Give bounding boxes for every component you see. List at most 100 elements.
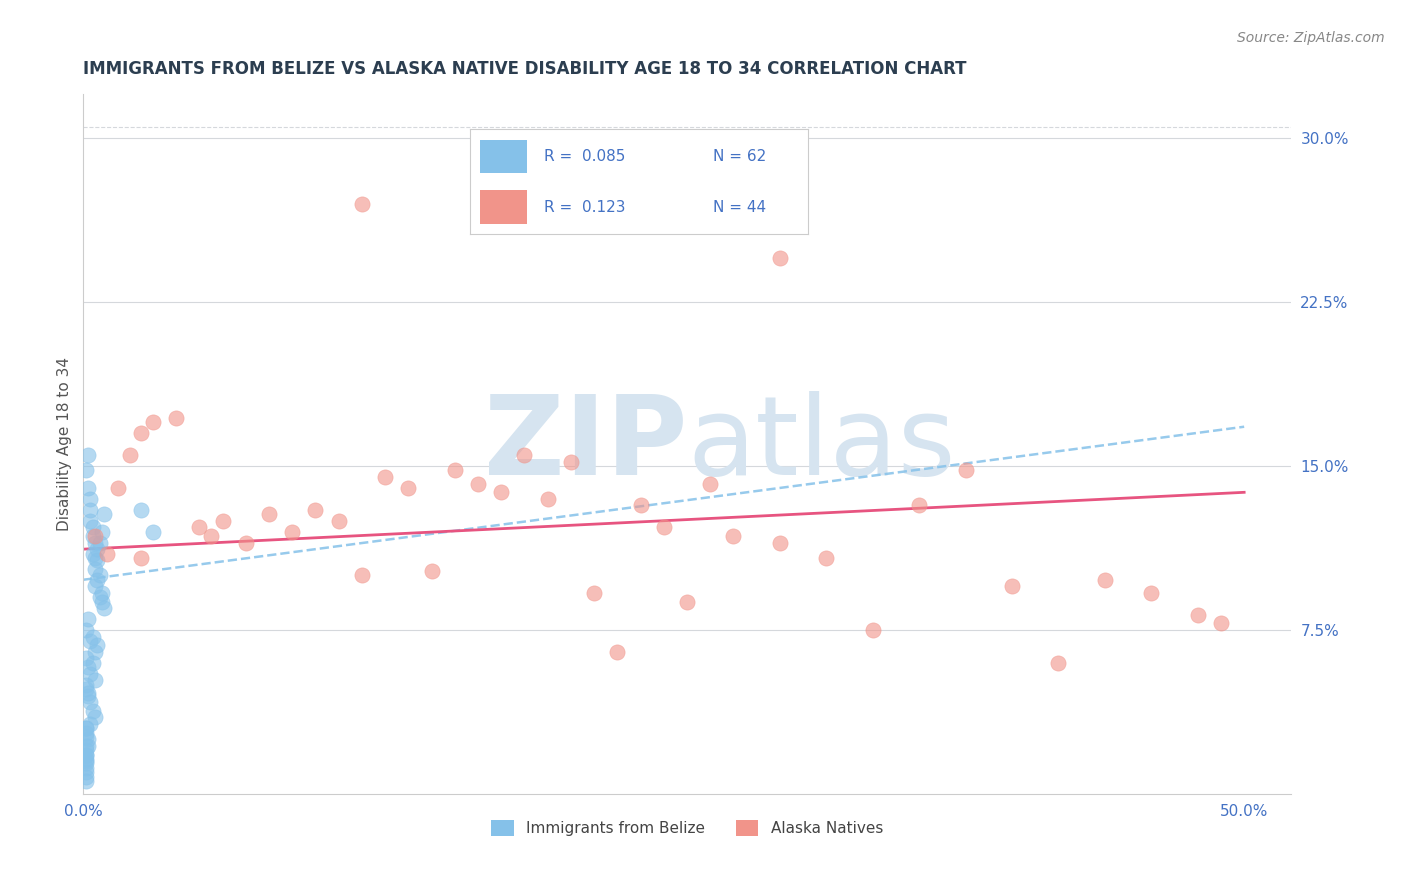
Point <box>75 726 97 740</box>
Point <box>83 529 105 543</box>
Point <box>142 524 165 539</box>
Point <box>75 752 97 766</box>
Point <box>93 507 115 521</box>
Point <box>467 476 489 491</box>
Point <box>560 455 582 469</box>
Point <box>75 651 97 665</box>
Point <box>77 732 100 747</box>
Point <box>374 470 396 484</box>
Point <box>79 514 101 528</box>
Point <box>142 415 165 429</box>
Point <box>75 754 97 768</box>
Point <box>328 514 350 528</box>
Point <box>83 579 105 593</box>
Point <box>583 586 606 600</box>
Point <box>443 463 465 477</box>
Point <box>396 481 419 495</box>
Point <box>79 491 101 506</box>
Point <box>75 722 97 736</box>
Point <box>79 634 101 648</box>
Point <box>75 463 97 477</box>
Point <box>75 765 97 780</box>
Text: IMMIGRANTS FROM BELIZE VS ALASKA NATIVE DISABILITY AGE 18 TO 34 CORRELATION CHAR: IMMIGRANTS FROM BELIZE VS ALASKA NATIVE … <box>83 60 967 78</box>
Point <box>77 686 100 700</box>
Point <box>75 678 97 692</box>
Point <box>1187 607 1209 622</box>
Point <box>699 476 721 491</box>
Point <box>75 761 97 775</box>
Point <box>83 550 105 565</box>
Text: atlas: atlas <box>688 391 956 498</box>
Point <box>86 638 108 652</box>
Point <box>1209 616 1232 631</box>
Point <box>350 568 373 582</box>
Point <box>86 553 108 567</box>
Point <box>89 568 111 582</box>
Point <box>200 529 222 543</box>
Point <box>606 645 628 659</box>
Point <box>75 756 97 771</box>
Point <box>75 739 97 753</box>
Text: Source: ZipAtlas.com: Source: ZipAtlas.com <box>1237 31 1385 45</box>
Point <box>82 547 104 561</box>
Point <box>75 743 97 757</box>
Point <box>630 499 652 513</box>
Point <box>350 196 373 211</box>
Point <box>165 411 187 425</box>
Point <box>723 529 745 543</box>
Point <box>769 535 792 549</box>
Point <box>77 689 100 703</box>
Point <box>77 481 100 495</box>
Point <box>83 673 105 688</box>
Point <box>75 623 97 637</box>
Point <box>1140 586 1163 600</box>
Point <box>96 547 118 561</box>
Point <box>75 682 97 697</box>
Point <box>862 623 884 637</box>
Point <box>304 503 326 517</box>
Point <box>131 503 153 517</box>
Point <box>211 514 233 528</box>
Point <box>89 535 111 549</box>
Text: ZIP: ZIP <box>484 391 688 498</box>
Point <box>281 524 304 539</box>
Point <box>93 601 115 615</box>
Point <box>131 426 153 441</box>
Point <box>75 770 97 784</box>
Point <box>82 529 104 543</box>
Point <box>513 448 536 462</box>
Point <box>77 612 100 626</box>
Point <box>908 499 931 513</box>
Point <box>86 573 108 587</box>
Point <box>489 485 512 500</box>
Point <box>79 666 101 681</box>
Point <box>1047 656 1070 670</box>
Point <box>86 542 108 557</box>
Point <box>537 491 560 506</box>
Point <box>89 591 111 605</box>
Point <box>75 722 97 736</box>
Legend: Immigrants from Belize, Alaska Natives: Immigrants from Belize, Alaska Natives <box>485 814 889 842</box>
Point <box>107 481 129 495</box>
Point <box>79 717 101 731</box>
Point <box>131 550 153 565</box>
Point <box>75 773 97 788</box>
Point <box>82 630 104 644</box>
Point <box>83 562 105 576</box>
Point <box>90 524 112 539</box>
Point <box>77 448 100 462</box>
Point <box>75 747 97 762</box>
Point <box>75 747 97 762</box>
Point <box>82 704 104 718</box>
Point <box>77 739 100 753</box>
Point <box>257 507 280 521</box>
Point <box>652 520 675 534</box>
Point <box>1094 573 1116 587</box>
Point <box>90 594 112 608</box>
Point <box>1001 579 1024 593</box>
Point <box>82 520 104 534</box>
Point <box>82 656 104 670</box>
Point <box>769 252 792 266</box>
Point <box>79 503 101 517</box>
Point <box>79 695 101 709</box>
